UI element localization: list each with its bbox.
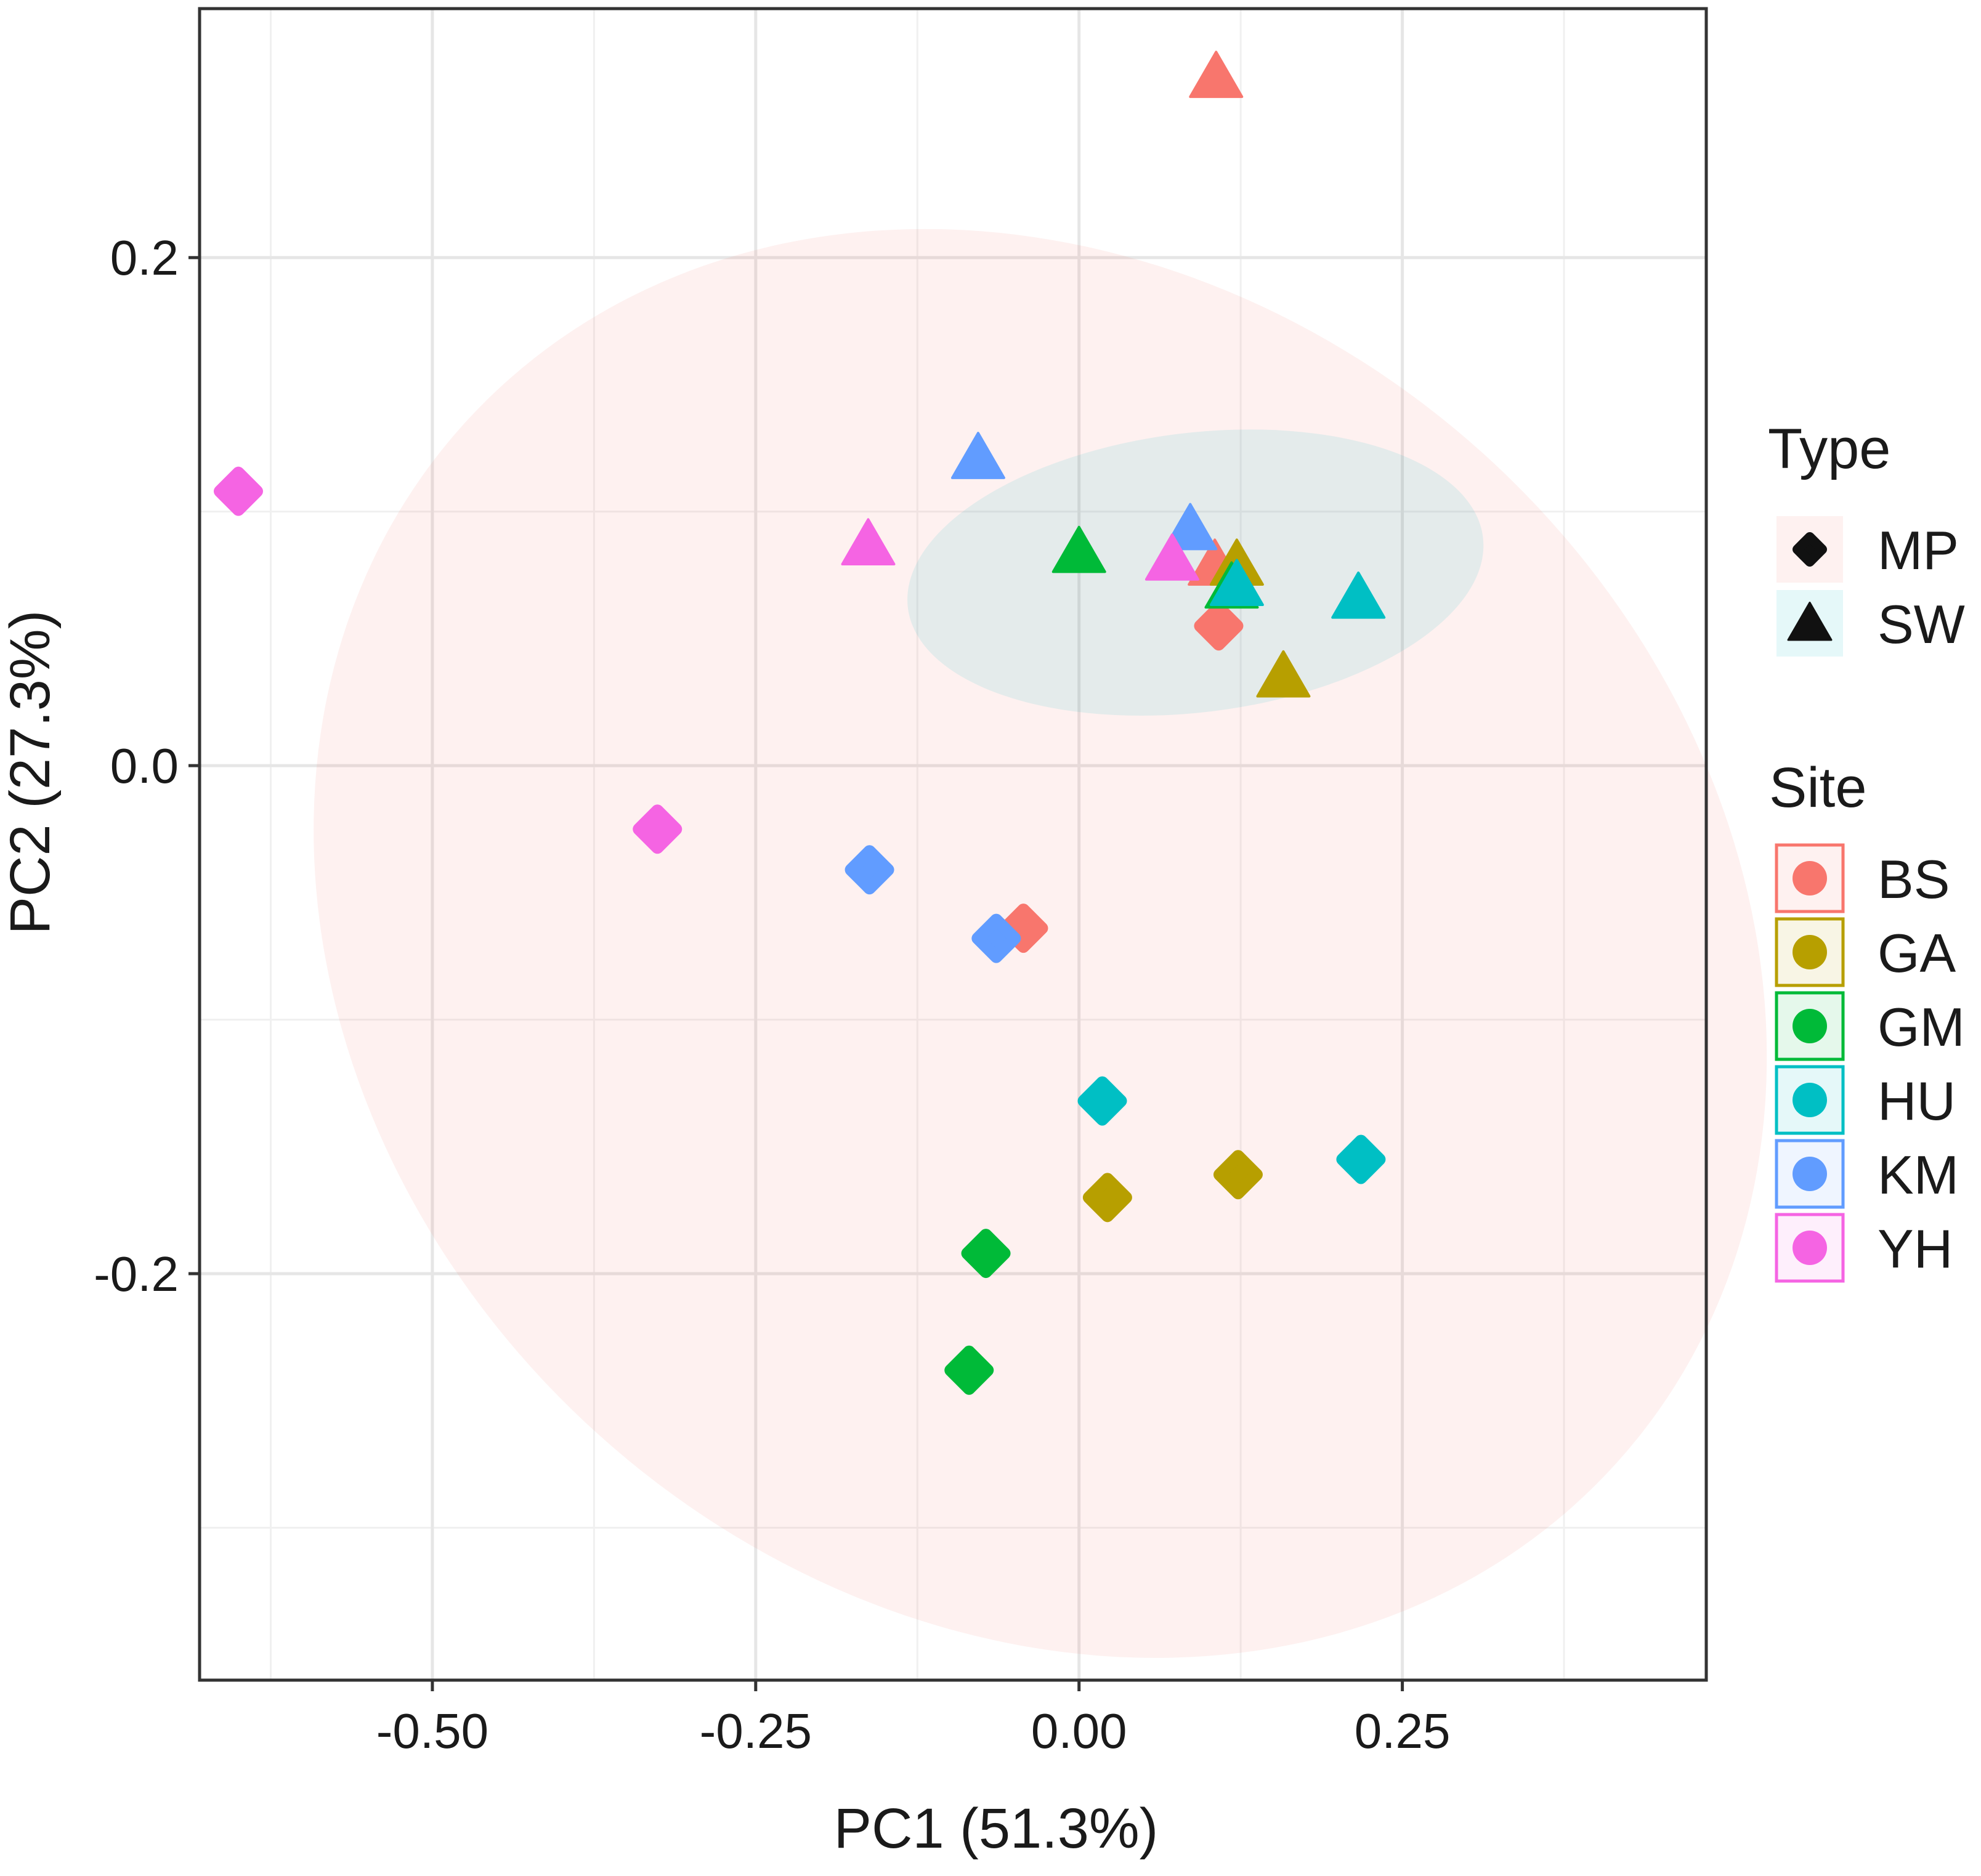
legend-dot-icon bbox=[1793, 1231, 1827, 1265]
x-axis-title: PC1 (51.3%) bbox=[834, 1797, 1159, 1860]
x-tick-label: -0.50 bbox=[376, 1704, 488, 1758]
legend-type-title: Type bbox=[1768, 418, 1890, 480]
x-tick-label: 0.00 bbox=[1031, 1704, 1127, 1758]
point-hu-mp bbox=[1336, 1134, 1386, 1184]
x-axis: -0.50 -0.25 0.00 0.25 bbox=[376, 1680, 1451, 1758]
y-tick-label: 0.2 bbox=[110, 230, 179, 285]
y-tick-label: 0.0 bbox=[110, 738, 179, 793]
legend-key-bg bbox=[1775, 917, 1845, 987]
point-hu-mp bbox=[1077, 1076, 1127, 1126]
point-yh-sw bbox=[841, 518, 896, 566]
legend: Type MP SW Site BS GA GM HU KM YH bbox=[1768, 418, 1965, 1283]
legend-site-label: YH bbox=[1878, 1218, 1953, 1279]
point-gm-mp bbox=[961, 1229, 1011, 1279]
legend-triangle-icon bbox=[1787, 601, 1833, 641]
point-km-mp bbox=[971, 913, 1021, 963]
y-axis-title: PC2 (27.3%) bbox=[0, 610, 62, 935]
legend-site-label: GM bbox=[1878, 997, 1965, 1057]
legend-dot-icon bbox=[1793, 1009, 1827, 1043]
legend-type-item-sw: SW bbox=[1776, 590, 1965, 657]
legend-site-label: GA bbox=[1878, 923, 1956, 984]
point-hu-sw bbox=[1331, 571, 1386, 619]
point-ga-sw bbox=[1256, 650, 1311, 698]
point-yh-mp bbox=[213, 466, 263, 516]
legend-site-item-km: KM bbox=[1775, 1139, 1959, 1209]
point-gm-mp bbox=[944, 1345, 994, 1395]
grid-major bbox=[200, 9, 1706, 1680]
legend-site-label: HU bbox=[1878, 1070, 1956, 1131]
point-bs-mp bbox=[1194, 601, 1244, 651]
x-tick-label: -0.25 bbox=[700, 1704, 812, 1758]
legend-site-label: KM bbox=[1878, 1144, 1959, 1205]
data-points bbox=[213, 51, 1386, 1395]
point-yh-sw bbox=[1144, 533, 1199, 581]
plot-panel-border bbox=[198, 7, 1708, 1682]
point-gm-sw bbox=[1051, 525, 1106, 573]
legend-dot-icon bbox=[1793, 935, 1827, 969]
legend-type-item-mp: MP bbox=[1776, 516, 1959, 583]
point-ga-mp bbox=[1213, 1150, 1263, 1200]
legend-diamond-icon bbox=[1793, 532, 1827, 567]
point-km-sw bbox=[950, 432, 1005, 479]
legend-site-item-bs: BS bbox=[1775, 843, 1950, 913]
legend-site-item-hu: HU bbox=[1775, 1065, 1956, 1135]
plot-panel bbox=[198, 7, 1767, 1682]
point-ga-mp bbox=[1082, 1173, 1132, 1223]
legend-dot-icon bbox=[1793, 1157, 1827, 1191]
legend-type-label: MP bbox=[1878, 520, 1959, 581]
point-hu-sw bbox=[1209, 559, 1264, 607]
legend-dot-icon bbox=[1793, 1083, 1827, 1117]
grid-minor bbox=[200, 9, 1706, 1680]
legend-site-item-ga: GA bbox=[1775, 917, 1956, 987]
point-km-sw bbox=[1163, 503, 1218, 551]
ellipse-mp bbox=[314, 228, 1767, 1658]
y-tick-label: -0.2 bbox=[94, 1247, 179, 1301]
legend-key-bg bbox=[1775, 843, 1845, 913]
point-yh-mp bbox=[633, 804, 683, 854]
x-tick-label: 0.25 bbox=[1355, 1704, 1451, 1758]
legend-type-label: SW bbox=[1878, 594, 1965, 655]
legend-site-items: BS GA GM HU KM YH bbox=[1775, 843, 1965, 1283]
legend-site-item-yh: YH bbox=[1775, 1213, 1953, 1283]
legend-site-label: BS bbox=[1878, 849, 1950, 910]
y-axis: 0.2 0.0 -0.2 bbox=[94, 230, 200, 1301]
legend-site-item-gm: GM bbox=[1775, 991, 1965, 1061]
point-km-mp bbox=[845, 845, 894, 895]
plot-panel-background bbox=[200, 9, 1706, 1680]
point-bs-sw bbox=[1189, 51, 1244, 99]
legend-dot-icon bbox=[1793, 861, 1827, 896]
legend-type-items: MP SW bbox=[1776, 516, 1965, 657]
legend-site-title: Site bbox=[1769, 756, 1867, 819]
